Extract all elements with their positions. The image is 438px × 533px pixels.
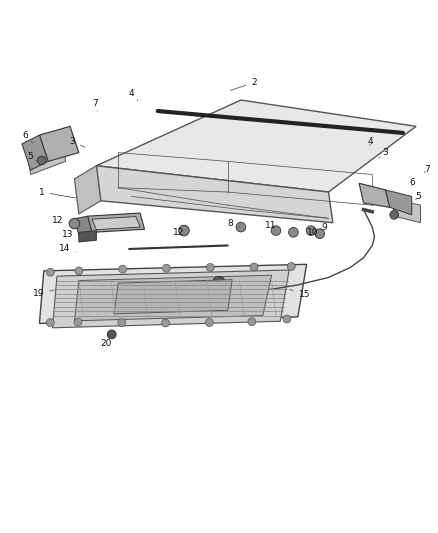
Text: 7: 7 xyxy=(424,165,430,174)
Polygon shape xyxy=(79,231,96,242)
Circle shape xyxy=(75,267,83,275)
Polygon shape xyxy=(26,135,66,174)
Circle shape xyxy=(107,330,116,339)
Text: 6: 6 xyxy=(410,178,416,187)
Circle shape xyxy=(69,219,80,229)
Text: 19: 19 xyxy=(33,289,54,298)
Text: 9: 9 xyxy=(321,223,327,231)
Text: 5: 5 xyxy=(415,192,421,201)
Polygon shape xyxy=(22,135,48,170)
Circle shape xyxy=(162,264,170,272)
Polygon shape xyxy=(385,190,412,215)
Polygon shape xyxy=(74,275,272,321)
Polygon shape xyxy=(53,270,289,328)
Circle shape xyxy=(46,319,54,327)
Polygon shape xyxy=(39,264,307,324)
Circle shape xyxy=(162,319,170,327)
Circle shape xyxy=(271,226,281,236)
Circle shape xyxy=(287,263,295,270)
Text: 15: 15 xyxy=(290,289,310,300)
Polygon shape xyxy=(74,166,101,214)
Polygon shape xyxy=(359,183,390,207)
Text: 4: 4 xyxy=(129,89,138,101)
Text: 4: 4 xyxy=(367,137,373,146)
Text: 13: 13 xyxy=(62,230,87,239)
Circle shape xyxy=(37,156,46,165)
Circle shape xyxy=(119,265,127,273)
Circle shape xyxy=(289,228,298,237)
Polygon shape xyxy=(74,216,92,235)
Text: 12: 12 xyxy=(173,228,184,237)
Text: 10: 10 xyxy=(307,228,319,237)
Circle shape xyxy=(315,229,325,238)
Text: 8: 8 xyxy=(227,219,240,228)
Circle shape xyxy=(206,263,214,271)
Text: 5: 5 xyxy=(27,151,37,161)
Text: 12: 12 xyxy=(52,216,69,225)
Text: 6: 6 xyxy=(22,131,33,143)
Polygon shape xyxy=(114,280,232,314)
Text: 14: 14 xyxy=(59,245,76,254)
Circle shape xyxy=(250,263,258,271)
Circle shape xyxy=(46,268,54,276)
Polygon shape xyxy=(96,100,416,192)
Circle shape xyxy=(205,319,213,327)
Text: 7: 7 xyxy=(92,99,99,111)
Circle shape xyxy=(212,277,226,290)
Text: 1: 1 xyxy=(39,188,76,198)
Text: 3: 3 xyxy=(69,137,85,147)
Circle shape xyxy=(74,318,82,326)
Polygon shape xyxy=(392,199,420,223)
Circle shape xyxy=(283,315,291,323)
Polygon shape xyxy=(88,213,145,232)
Polygon shape xyxy=(39,126,79,161)
Circle shape xyxy=(306,226,316,236)
Text: 3: 3 xyxy=(379,148,389,158)
Circle shape xyxy=(390,211,399,219)
Polygon shape xyxy=(96,166,333,223)
Text: 11: 11 xyxy=(265,221,276,230)
Text: 20: 20 xyxy=(100,336,112,348)
Circle shape xyxy=(179,225,189,236)
Text: 2: 2 xyxy=(230,78,257,91)
Circle shape xyxy=(248,318,256,326)
Circle shape xyxy=(236,222,246,232)
Circle shape xyxy=(118,319,126,327)
Polygon shape xyxy=(92,216,140,230)
